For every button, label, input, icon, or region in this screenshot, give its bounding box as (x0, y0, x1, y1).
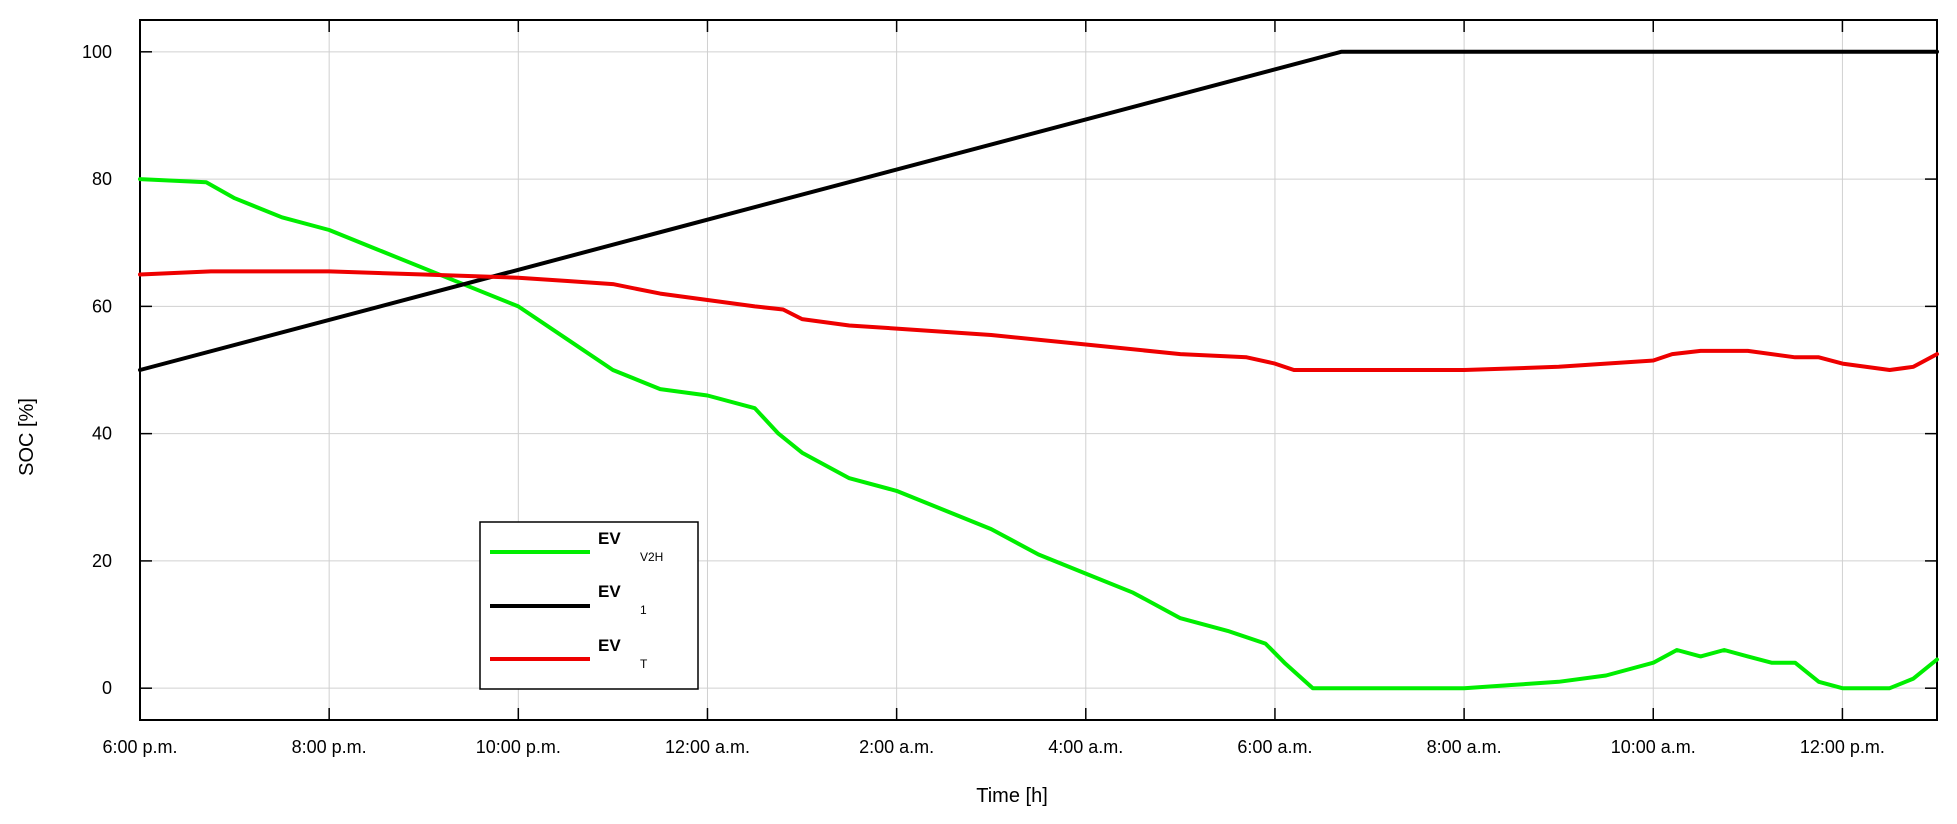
plot-frame (139, 19, 1938, 721)
y-tick-label: 100 (82, 42, 112, 62)
legend-subscript-ev-t: T (640, 657, 648, 671)
x-tick-label: 10:00 p.m. (476, 737, 561, 757)
legend-label-ev-t: EV (598, 636, 621, 655)
y-tick-label: 60 (92, 296, 112, 316)
y-tick-label: 40 (92, 424, 112, 444)
y-axis-label: SOC [%] (16, 398, 38, 476)
legend-subscript-ev-1: 1 (640, 603, 647, 617)
x-tick-label: 12:00 a.m. (665, 737, 750, 757)
x-tick-label: 8:00 p.m. (292, 737, 367, 757)
x-tick-label: 8:00 a.m. (1427, 737, 1502, 757)
x-tick-label: 12:00 p.m. (1800, 737, 1885, 757)
legend-label-ev-v2h: EV (598, 529, 621, 548)
grid-lines (140, 20, 1937, 720)
x-tick-label: 4:00 a.m. (1048, 737, 1123, 757)
series-line-ev-v2h (138, 177, 1939, 691)
x-tick-label: 6:00 a.m. (1237, 737, 1312, 757)
legend: EV V2H EV 1 EV T (479, 521, 699, 690)
axis-ticks: 6:00 p.m. 8:00 p.m. 10:00 p.m. 12:00 a.m. 2:… (82, 20, 1937, 757)
series-lines (138, 49, 1939, 691)
legend-subscript-ev-v2h: V2H (640, 550, 663, 564)
x-axis-label: Time [h] (976, 785, 1048, 807)
legend-label-ev-1: EV (598, 582, 621, 601)
series-line-ev-t (138, 269, 1939, 372)
series-line-ev-1 (138, 49, 1939, 372)
x-tick-label: 6:00 p.m. (102, 737, 177, 757)
y-tick-label: 80 (92, 169, 112, 189)
x-tick-label: 2:00 a.m. (859, 737, 934, 757)
y-tick-label: 20 (92, 551, 112, 571)
x-tick-label: 10:00 a.m. (1611, 737, 1696, 757)
y-tick-label: 0 (102, 678, 112, 698)
